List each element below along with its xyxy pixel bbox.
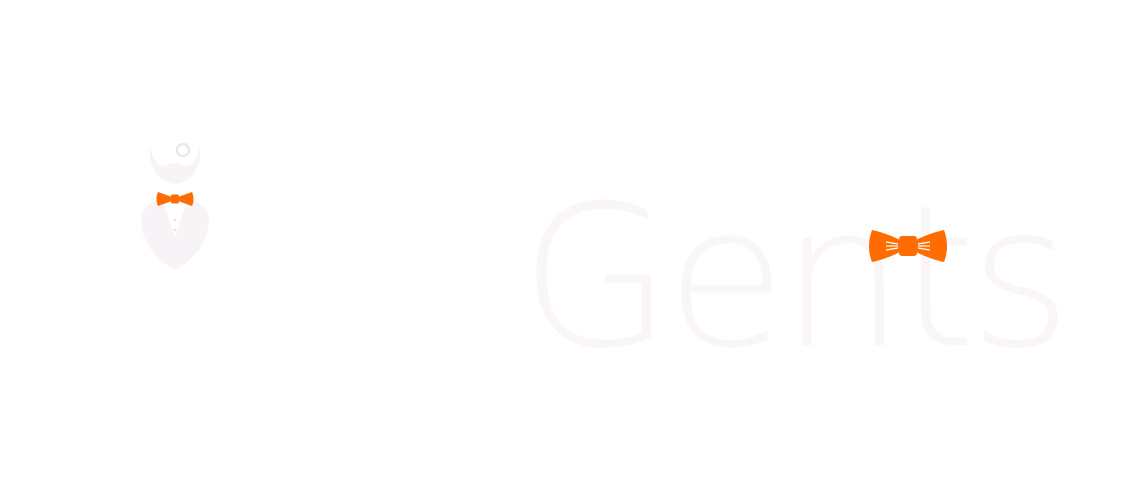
- gentleman-bowtie-icon: [141, 142, 209, 270]
- monocle-icon: [175, 142, 191, 158]
- brand-wordmark: Gents: [520, 164, 1072, 392]
- small-bowtie-icon: [156, 192, 194, 206]
- bowtie-icon: [869, 230, 947, 262]
- jacket-shape: [141, 198, 209, 270]
- beard-shape: [149, 146, 201, 184]
- moustache-shape: [158, 165, 192, 170]
